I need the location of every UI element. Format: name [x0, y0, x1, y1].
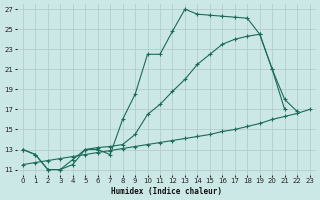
X-axis label: Humidex (Indice chaleur): Humidex (Indice chaleur) [111, 187, 222, 196]
